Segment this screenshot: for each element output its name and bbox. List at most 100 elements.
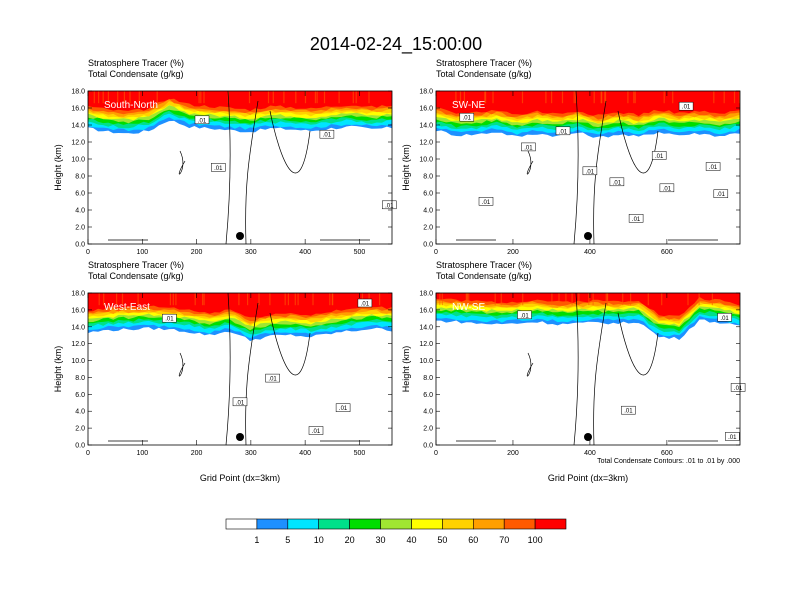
contour-label-box — [582, 166, 598, 176]
tracer-streak — [312, 293, 314, 306]
tracer-streak — [238, 293, 240, 306]
x-tick-label: 200 — [191, 450, 203, 457]
tracer-streak — [295, 91, 297, 104]
colorbar-swatch — [349, 518, 381, 530]
tracer-streak — [129, 91, 131, 104]
y-tick-label: 0.0 — [423, 242, 433, 249]
colorbar-label: 20 — [345, 535, 355, 545]
contour-label: .01 — [214, 166, 223, 172]
contour-label: .01 — [339, 406, 348, 412]
y-tick-label: 4.0 — [423, 409, 433, 416]
tracer-streak — [723, 91, 725, 104]
tracer-streak — [269, 293, 271, 306]
y-tick-label: 12.0 — [71, 341, 85, 348]
condensate-contours — [108, 293, 370, 445]
tracer-streak — [102, 91, 104, 104]
tracer-streak — [500, 293, 502, 306]
contour-label: .01 — [520, 313, 529, 319]
contour-label: .01 — [720, 316, 729, 322]
colorbar-swatch — [472, 518, 505, 530]
contour-label-box — [678, 101, 694, 111]
tracer-streak — [604, 91, 607, 104]
tracer-streak — [247, 293, 249, 306]
tracer-streak — [200, 91, 202, 104]
y-tick-label: 16.0 — [71, 307, 85, 314]
y-tick-label: 14.0 — [71, 324, 85, 331]
y-tick-label: 0.0 — [75, 443, 85, 450]
tracer-streak — [314, 91, 316, 104]
contour-label: .01 — [682, 105, 691, 111]
condensate-contours — [456, 293, 718, 445]
panel-name: South-North — [104, 100, 158, 111]
tracer-streak — [441, 293, 443, 306]
tracer-streak — [551, 91, 553, 104]
colorbar-swatch — [411, 518, 443, 530]
tracer-streak — [647, 293, 649, 306]
tracer-streak — [465, 293, 467, 306]
condensate-contour — [269, 312, 311, 376]
contour-label-box — [659, 183, 675, 193]
x-tick-label: 0 — [86, 450, 90, 457]
y-tick-label: 8.0 — [423, 375, 433, 382]
contour-label: .01 — [632, 217, 641, 223]
condensate-contour — [225, 293, 231, 445]
panel-header-line: Total Condensate (g/kg) — [436, 69, 532, 79]
y-tick-label: 0.0 — [423, 443, 433, 450]
y-tick-label: 16.0 — [419, 106, 433, 113]
panel-nw-se: Stratosphere Tracer (%)Total Condensate … — [401, 260, 746, 483]
x-tick-label: 500 — [354, 249, 366, 256]
panel-name: SW-NE — [452, 100, 485, 111]
contour-label-box — [194, 115, 210, 125]
y-tick-label: 16.0 — [419, 307, 433, 314]
y-axis-label: Height (km) — [53, 346, 63, 393]
condensate-contour — [178, 352, 186, 377]
tracer-streak — [711, 293, 713, 306]
x-tick-label: 300 — [245, 450, 257, 457]
y-tick-label: 18.0 — [419, 89, 433, 96]
page-title: 2014-02-24_15:00:00 — [310, 34, 482, 55]
tracer-streak — [738, 91, 740, 104]
tracer-streak — [698, 293, 700, 306]
y-tick-label: 8.0 — [75, 174, 85, 181]
tracer-streak — [283, 91, 285, 104]
tracer-band — [88, 293, 392, 318]
x-tick-label: 400 — [584, 450, 596, 457]
tracer-streak — [172, 293, 174, 306]
x-tick-label: 0 — [86, 249, 90, 256]
tracer-streak — [687, 293, 689, 306]
contour-label: .01 — [165, 317, 174, 323]
contour-label: .01 — [655, 154, 664, 160]
y-tick-label: 12.0 — [419, 140, 433, 147]
tracer-streak — [98, 91, 100, 104]
tracer-field — [436, 293, 740, 445]
tracer-streak — [368, 91, 370, 104]
tracer-streak — [379, 293, 381, 306]
location-marker — [584, 433, 592, 441]
tracer-streak — [272, 91, 274, 104]
y-tick-label: 10.0 — [71, 358, 85, 365]
x-tick-label: 100 — [136, 450, 148, 457]
y-tick-label: 0.0 — [75, 242, 85, 249]
contour-label: .01 — [482, 200, 491, 206]
tracer-band — [436, 293, 740, 317]
tracer-streak — [258, 293, 260, 306]
x-tick-label: 200 — [191, 249, 203, 256]
colorbar-swatch — [225, 518, 258, 530]
colorbar-swatch — [380, 518, 412, 530]
tracer-streak — [329, 293, 331, 306]
colorbar-label: 10 — [314, 535, 324, 545]
y-tick-label: 8.0 — [75, 375, 85, 382]
tracer-streak — [93, 91, 95, 104]
x-tick-label: 300 — [245, 249, 257, 256]
condensate-contours — [108, 91, 370, 244]
y-tick-label: 2.0 — [423, 426, 433, 433]
contour-label: .01 — [312, 429, 321, 435]
contour-label-box — [725, 432, 740, 441]
contour-label-box — [717, 313, 732, 322]
y-tick-label: 14.0 — [419, 324, 433, 331]
tracer-streak — [521, 91, 524, 104]
tracer-streak — [545, 91, 547, 104]
contour-label-box — [621, 405, 636, 415]
contour-label: .01 — [734, 386, 743, 392]
